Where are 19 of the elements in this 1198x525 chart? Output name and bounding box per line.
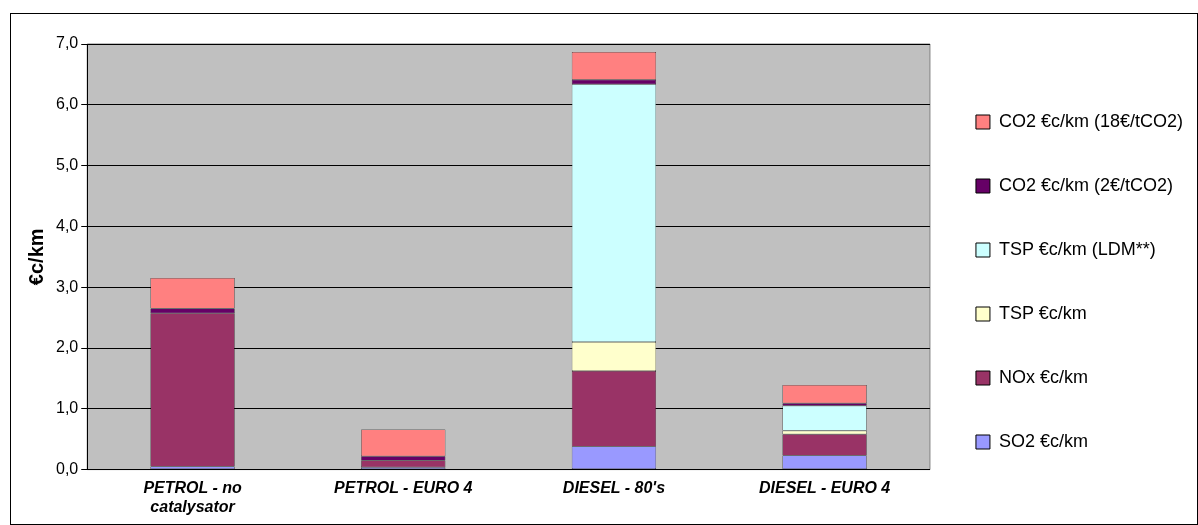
legend-label: CO2 €c/km (18€/tCO2) bbox=[998, 110, 1184, 131]
x-tick-label: DIESEL - EURO 4 bbox=[758, 478, 891, 496]
legend-label: TSP €c/km bbox=[998, 302, 1087, 323]
y-tick-label: 7,0 bbox=[55, 34, 79, 52]
legend-label: TSP €c/km (LDM**) bbox=[998, 238, 1156, 259]
legend-label: SO2 €c/km bbox=[998, 430, 1088, 451]
y-tick-label: 0,0 bbox=[55, 460, 79, 478]
y-tick-label: 5,0 bbox=[55, 156, 79, 174]
y-tick-label: 6,0 bbox=[55, 95, 79, 113]
x-tick-label: PETROL - no catalysator bbox=[143, 478, 242, 515]
y-tick-label: 2,0 bbox=[55, 338, 79, 356]
y-tick-label: 3,0 bbox=[55, 277, 79, 295]
x-tick-label: DIESEL - 80's bbox=[562, 478, 666, 496]
y-tick-label: 4,0 bbox=[55, 216, 79, 234]
x-tick-label: PETROL - EURO 4 bbox=[334, 478, 473, 496]
legend-label: CO2 €c/km (2€/tCO2) bbox=[998, 174, 1173, 195]
y-tick-label: 1,0 bbox=[55, 399, 79, 417]
legend-label: NOx €c/km bbox=[998, 366, 1088, 387]
y-axis-title: €c/km bbox=[24, 228, 47, 286]
